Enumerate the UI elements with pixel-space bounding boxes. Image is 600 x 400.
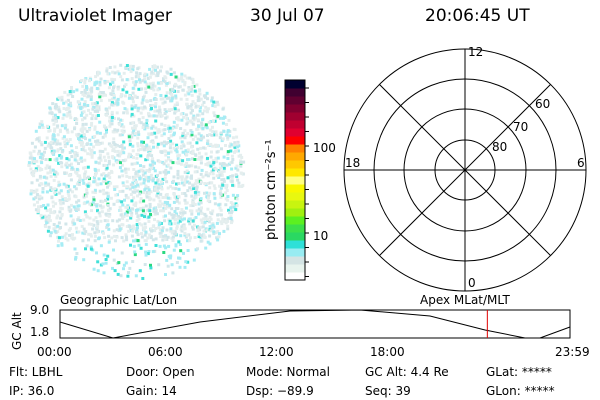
- mlt-label-12: 12: [468, 45, 484, 59]
- xtick-4: 23:59: [555, 345, 590, 359]
- dsp-status: Dsp: −89.9: [246, 384, 314, 398]
- colorbar: [284, 79, 309, 281]
- colorbar-swatch: [285, 112, 305, 121]
- mlt-label-6: 6: [577, 156, 585, 170]
- instrument-title: Ultraviolet Imager: [18, 6, 172, 26]
- xtick-3: 18:00: [370, 345, 405, 359]
- mlt-label-18: 18: [345, 156, 361, 170]
- colorbar-swatch: [285, 160, 305, 169]
- colorbar-swatch: [285, 128, 305, 137]
- colorbar-swatch: [285, 80, 305, 89]
- apex-title: Apex MLat/MLT: [420, 293, 510, 307]
- mode-status: Mode: Normal: [246, 365, 330, 379]
- colorbar-swatch: [285, 96, 305, 105]
- door-status: Door: Open: [126, 365, 195, 379]
- ytick-min: 1.8: [30, 325, 50, 339]
- time-label: 20:06:45 UT: [425, 6, 530, 26]
- colorbar-swatch: [285, 248, 305, 257]
- colorbar-swatch: [285, 192, 305, 201]
- glat-status: GLat: *****: [486, 365, 552, 379]
- altitude-timeline: [59, 309, 571, 339]
- colorbar-swatch: [285, 240, 305, 249]
- seq-status: Seq: 39: [365, 384, 411, 398]
- geographic-title: Geographic Lat/Lon: [60, 293, 178, 307]
- gain-status: Gain: 14: [126, 384, 177, 398]
- colorbar-tick-100: 100: [313, 141, 336, 155]
- colorbar-swatch: [285, 152, 305, 161]
- colorbar-swatch: [285, 184, 305, 193]
- colorbar-swatch: [285, 216, 305, 225]
- auroral-image-disk: [27, 63, 246, 280]
- ip-status: IP: 36.0: [9, 384, 55, 398]
- xtick-0: 00:00: [37, 345, 72, 359]
- timeline-ylabel: GC Alt: [10, 312, 24, 350]
- xtick-2: 12:00: [259, 345, 294, 359]
- lat-label-60: 60: [535, 97, 551, 111]
- colorbar-swatch: [285, 144, 305, 153]
- colorbar-swatch: [285, 272, 305, 281]
- colorbar-swatch: [285, 224, 305, 233]
- colorbar-label: photon cm⁻²s⁻¹: [264, 139, 279, 240]
- lat-label-70: 70: [513, 120, 529, 134]
- colorbar-swatch: [285, 176, 305, 185]
- colorbar-swatch: [285, 200, 305, 209]
- colorbar-swatch: [285, 256, 305, 265]
- colorbar-swatch: [285, 104, 305, 113]
- filter-status: Flt: LBHL: [9, 365, 63, 379]
- xtick-1: 06:00: [148, 345, 183, 359]
- date-label: 30 Jul 07: [250, 6, 325, 26]
- gc-alt-status: GC Alt: 4.4 Re: [365, 365, 449, 379]
- colorbar-swatch: [285, 88, 305, 97]
- lat-label-80: 80: [492, 140, 508, 154]
- colorbar-swatch: [285, 208, 305, 217]
- colorbar-tick-10: 10: [313, 229, 329, 243]
- colorbar-swatch: [285, 168, 305, 177]
- glon-status: GLon: *****: [486, 384, 555, 398]
- polar-grid: [343, 48, 587, 292]
- colorbar-swatch: [285, 232, 305, 241]
- colorbar-swatch: [285, 264, 305, 273]
- colorbar-swatch: [285, 120, 305, 129]
- mlt-label-0: 0: [468, 276, 476, 290]
- colorbar-swatch: [285, 136, 305, 145]
- ytick-max: 9.0: [30, 303, 50, 317]
